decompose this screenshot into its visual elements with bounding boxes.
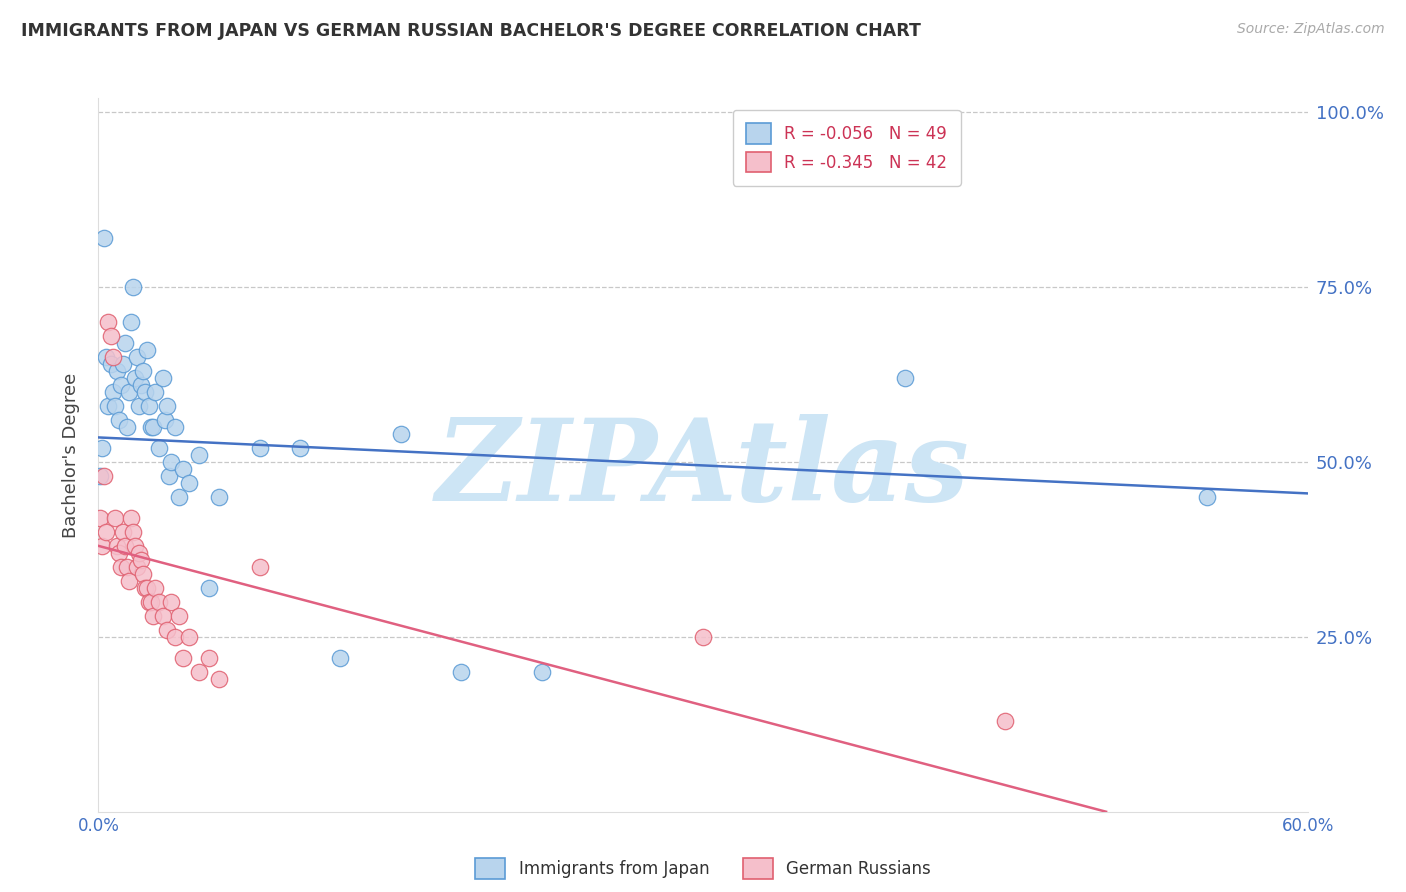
Point (530, 665, 553, 679)
Point (208, 490, 231, 504)
Point (160, 595, 183, 609)
Point (128, 546, 150, 560)
Point (1195, 490, 1218, 504)
Point (450, 665, 472, 679)
Point (198, 650, 221, 665)
Point (249, 559, 271, 574)
Point (121, 280, 143, 294)
Point (994, 714, 1017, 728)
Point (97, 399, 120, 413)
Point (692, 630, 714, 644)
Point (93, 469, 115, 483)
Point (148, 595, 170, 609)
Point (103, 511, 125, 525)
Point (198, 581, 221, 595)
Point (135, 581, 157, 595)
Point (142, 420, 165, 434)
Point (91, 441, 114, 455)
Point (167, 490, 190, 504)
Point (167, 608, 190, 623)
Point (121, 524, 143, 539)
Point (110, 378, 132, 392)
Point (100, 329, 122, 343)
Point (125, 559, 148, 574)
Point (124, 371, 146, 385)
Point (101, 350, 124, 364)
Point (288, 441, 311, 455)
Point (138, 595, 160, 609)
Point (115, 420, 138, 434)
Point (114, 539, 136, 553)
Point (156, 399, 179, 413)
Text: IMMIGRANTS FROM JAPAN VS GERMAN RUSSIAN BACHELOR'S DEGREE CORRELATION CHART: IMMIGRANTS FROM JAPAN VS GERMAN RUSSIAN … (21, 22, 921, 40)
Point (120, 511, 142, 525)
Point (249, 441, 271, 455)
Point (138, 399, 160, 413)
Point (129, 553, 152, 567)
Point (96, 350, 118, 364)
Point (160, 455, 183, 469)
Point (132, 566, 155, 581)
Point (153, 413, 176, 427)
Point (125, 350, 148, 364)
Point (103, 399, 125, 413)
Point (118, 574, 141, 588)
Point (139, 420, 162, 434)
Point (105, 364, 128, 378)
Point (143, 581, 166, 595)
Point (163, 420, 186, 434)
Point (100, 357, 122, 371)
Point (128, 399, 150, 413)
Point (152, 608, 174, 623)
Text: ZIPAtlas: ZIPAtlas (436, 414, 970, 524)
Point (107, 546, 129, 560)
Point (148, 441, 170, 455)
Text: Source: ZipAtlas.com: Source: ZipAtlas.com (1237, 22, 1385, 37)
Point (93, 231, 115, 245)
Point (91, 539, 114, 553)
Point (89, 511, 111, 525)
Point (101, 384, 124, 399)
Point (163, 630, 186, 644)
Point (111, 357, 134, 371)
Point (115, 559, 138, 574)
Point (143, 384, 166, 399)
Point (111, 524, 134, 539)
Point (142, 608, 165, 623)
Point (188, 665, 211, 679)
Point (96, 524, 118, 539)
Point (114, 336, 136, 351)
Point (124, 539, 146, 553)
Point (893, 371, 915, 385)
Point (157, 469, 180, 483)
Point (139, 595, 162, 609)
Point (329, 650, 352, 665)
Point (172, 462, 194, 476)
Y-axis label: Bachelor's Degree: Bachelor's Degree (62, 372, 80, 538)
Point (179, 630, 201, 644)
Point (105, 539, 128, 553)
Legend: Immigrants from Japan, German Russians: Immigrants from Japan, German Russians (468, 852, 938, 886)
Point (129, 378, 152, 392)
Point (107, 413, 129, 427)
Point (188, 448, 211, 462)
Point (389, 426, 412, 441)
Point (179, 475, 201, 490)
Point (97, 315, 120, 329)
Point (156, 623, 179, 637)
Point (132, 364, 155, 378)
Point (134, 384, 156, 399)
Point (120, 315, 142, 329)
Point (172, 650, 194, 665)
Point (135, 343, 157, 357)
Point (208, 672, 231, 686)
Point (134, 581, 156, 595)
Point (118, 384, 141, 399)
Point (89, 469, 111, 483)
Point (152, 371, 174, 385)
Point (110, 559, 132, 574)
